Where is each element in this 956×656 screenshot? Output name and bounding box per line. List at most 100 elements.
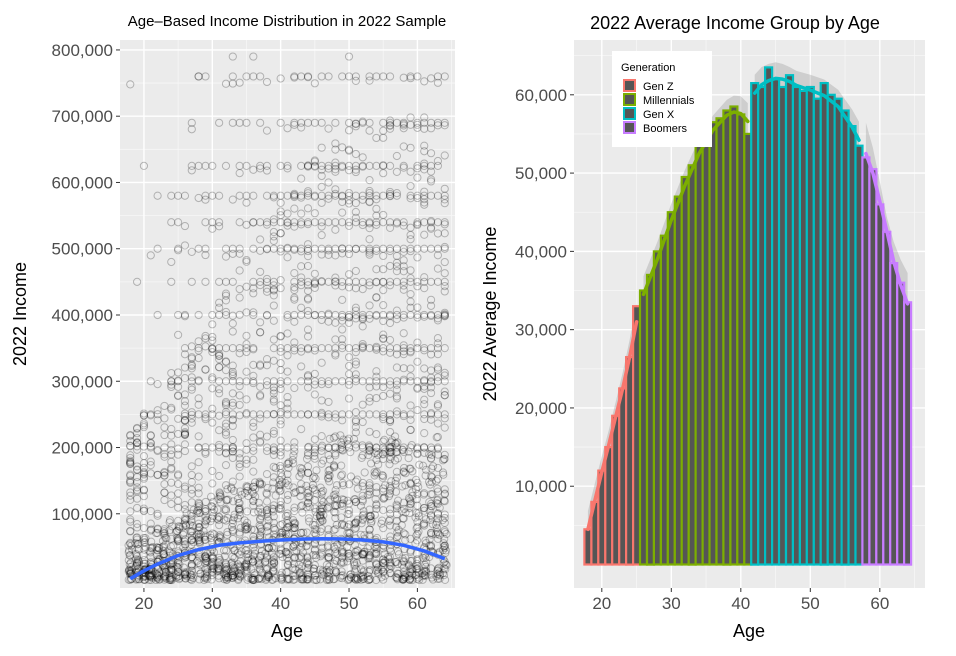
scatter-point [254, 559, 263, 568]
scatter-point [249, 377, 258, 386]
scatter-point [290, 520, 299, 529]
scatter-point [439, 455, 449, 464]
scatter-point [345, 520, 354, 529]
scatter-point [249, 543, 258, 552]
scatter-point [242, 550, 251, 559]
scatter-point [263, 512, 272, 521]
scatter-point [303, 552, 312, 561]
scatter-point [201, 410, 210, 419]
scatter-point [319, 456, 328, 465]
scatter-point [243, 486, 252, 495]
scatter-point [127, 575, 136, 584]
scatter-point [420, 570, 429, 580]
scatter-point [331, 161, 340, 171]
scatter-point [331, 449, 340, 458]
scatter-point [408, 565, 417, 574]
scatter-point [162, 574, 171, 583]
scatter-point [393, 575, 402, 584]
scatter-point [420, 118, 429, 127]
scatter-point [365, 551, 374, 560]
scatter-point [230, 567, 239, 576]
scatter-point [207, 502, 216, 511]
scatter-point [340, 521, 349, 530]
scatter-point [414, 512, 424, 521]
scatter-point [344, 506, 354, 515]
scatter-point [372, 575, 381, 585]
scatter-point [427, 477, 436, 487]
scatter-point [214, 571, 223, 580]
scatter-point [229, 567, 238, 576]
scatter-point [158, 536, 168, 546]
scatter-point [127, 565, 137, 575]
scatter-point [270, 558, 279, 568]
scatter-point [343, 522, 352, 532]
scatter-point [126, 515, 135, 524]
scatter-point [196, 569, 205, 578]
scatter-point [393, 547, 403, 556]
scatter-point [440, 368, 449, 377]
scatter-point [385, 489, 395, 498]
scatter-point [281, 526, 290, 535]
scatter-point [165, 573, 174, 582]
scatter-point [222, 565, 232, 574]
scatter-point [338, 282, 347, 291]
scatter-point [317, 315, 326, 325]
scatter-point [283, 542, 292, 551]
scatter-point [297, 72, 306, 81]
scatter-point [331, 548, 340, 557]
scatter-point [325, 548, 334, 558]
scatter-point [276, 161, 285, 171]
scatter-point [365, 574, 374, 584]
scatter-point [124, 541, 133, 550]
scatter-point [153, 310, 162, 320]
scatter-point [399, 575, 408, 584]
scatter-point [303, 72, 313, 81]
scatter-point [344, 410, 354, 419]
scatter-point [227, 523, 237, 532]
scatter-point [195, 575, 204, 584]
scatter-point [269, 277, 278, 286]
scatter-point [276, 74, 285, 83]
scatter-point [283, 351, 292, 360]
scatter-point [141, 533, 150, 543]
scatter-point [283, 574, 292, 583]
scatter-point [406, 464, 415, 473]
scatter-point [433, 499, 443, 509]
scatter-point [221, 310, 231, 320]
bar-chart-title: 2022 Average Income Group by Age [590, 13, 880, 33]
scatter-point [331, 225, 340, 234]
scatter-point [358, 511, 367, 520]
bar-y-tick-label: 60,000 [515, 86, 567, 105]
scatter-point [318, 441, 327, 450]
scatter-point [378, 449, 387, 458]
scatter-point [187, 552, 196, 562]
scatter-point [365, 565, 375, 575]
scatter-point [194, 498, 203, 507]
scatter-point [208, 410, 217, 419]
scatter-point [147, 575, 156, 584]
scatter-point [337, 558, 346, 568]
scatter-point [284, 481, 293, 490]
scatter-point [387, 436, 397, 445]
scatter-point [201, 506, 210, 516]
scatter-point [343, 528, 352, 537]
scatter-point [303, 377, 313, 386]
scatter-point [440, 220, 449, 229]
scatter-point [153, 244, 162, 253]
scatter-point [317, 161, 326, 171]
scatter-point [420, 124, 429, 133]
scatter-point [329, 491, 338, 500]
scatter-point [295, 560, 304, 569]
scatter-point [392, 377, 401, 386]
scatter-point [364, 567, 374, 576]
scatter-point [187, 560, 196, 569]
scatter-point [441, 546, 451, 555]
legend-title: Generation [621, 62, 675, 74]
scatter-point [241, 521, 250, 530]
scatter-point [235, 498, 244, 508]
scatter-point [379, 454, 388, 464]
scatter-point [440, 281, 449, 291]
scatter-point [188, 521, 197, 531]
scatter-point [215, 553, 224, 562]
scatter-point [435, 571, 444, 580]
